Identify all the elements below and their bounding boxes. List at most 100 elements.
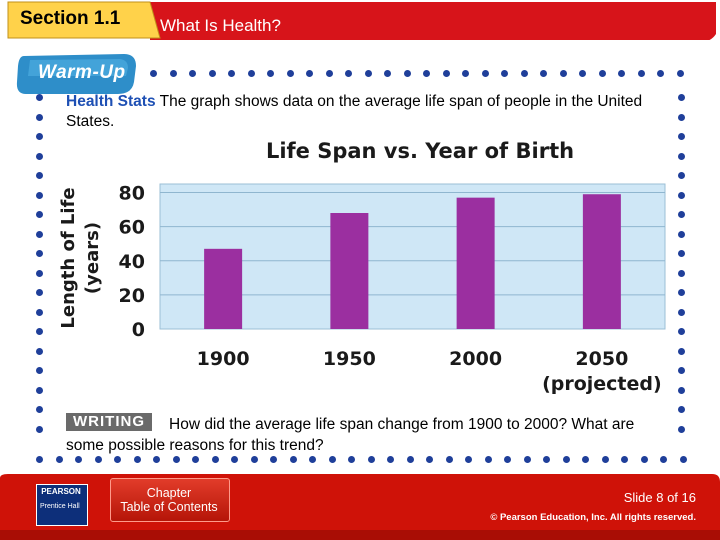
- frame-dot: [640, 456, 648, 463]
- frame-dot: [328, 456, 336, 463]
- y-tick-labels: 0 20 40 60 80: [119, 183, 145, 341]
- chapter-toc-label[interactable]: Chapter Table of Contents: [110, 486, 228, 514]
- frame-dot: [36, 406, 43, 413]
- frame-dot: [678, 211, 685, 218]
- y-axis-label-unit: (years): [82, 222, 103, 294]
- x-tick-label: 1900: [197, 348, 250, 370]
- y-tick-label: 80: [119, 183, 145, 205]
- frame-dot: [348, 456, 355, 463]
- frame-dot: [228, 70, 235, 77]
- frame-dot: [481, 70, 489, 77]
- frame-dot: [520, 70, 528, 77]
- frame-dot: [445, 456, 453, 463]
- frame-dot: [562, 456, 570, 463]
- frame-dot: [189, 70, 196, 77]
- frame-dot: [309, 456, 316, 463]
- frame-dot: [679, 456, 687, 463]
- frame-dot: [387, 456, 394, 463]
- frame-dot: [55, 456, 63, 463]
- frame-dot: [540, 70, 547, 77]
- frame-dot: [678, 308, 685, 316]
- frame-dot: [36, 250, 43, 257]
- warmup-badge: [16, 54, 137, 94]
- plot-area: [159, 183, 666, 330]
- frame-dot: [678, 191, 685, 199]
- frame-dot: [36, 133, 43, 140]
- frame-dot: [579, 70, 586, 77]
- frame-dot: [286, 70, 294, 77]
- frame-dot: [678, 269, 685, 277]
- frame-dot: [36, 172, 43, 179]
- x-tick-label: 1950: [323, 348, 376, 370]
- warmup-label: Warm-Up: [38, 62, 126, 83]
- frame-dot: [36, 347, 43, 355]
- frame-dot: [523, 456, 531, 463]
- frame-dot: [36, 456, 43, 463]
- x-tick-label: 2000: [449, 348, 502, 370]
- frame-dot: [367, 456, 375, 463]
- frame-dot: [172, 456, 180, 463]
- pearson-logo-imprint: Prentice Hall: [40, 503, 80, 510]
- frame-dot: [543, 456, 550, 463]
- frame-dot: [618, 70, 625, 77]
- frame-dot: [621, 456, 628, 463]
- bar: [330, 213, 369, 329]
- frame-dot: [426, 456, 433, 463]
- frame-dot: [504, 456, 511, 463]
- writing-badge: WRITING: [66, 413, 152, 431]
- frame-dot: [192, 456, 199, 463]
- frame-dot: [678, 152, 685, 160]
- frame-dot: [364, 70, 372, 77]
- frame-dot: [169, 70, 177, 77]
- frame-dot: [582, 456, 589, 463]
- warmup-prompt: Health Stats The graph shows data on the…: [66, 92, 656, 132]
- frame-dot: [36, 308, 43, 316]
- frame-dot: [36, 328, 43, 335]
- frame-dot: [678, 425, 685, 433]
- frame-dot: [403, 70, 411, 77]
- frame-dot: [637, 70, 645, 77]
- x-tick-note: (projected): [542, 373, 662, 395]
- frame-dot: [678, 230, 685, 238]
- frame-dot: [678, 250, 685, 257]
- chart-title: Life Span vs. Year of Birth: [266, 139, 574, 163]
- frame-dot: [406, 456, 414, 463]
- frame-dot: [601, 456, 609, 463]
- frame-dot: [676, 70, 684, 77]
- bar: [204, 248, 243, 329]
- frame-dot: [94, 456, 102, 463]
- frame-dot: [559, 70, 567, 77]
- page-title: What Is Health?: [160, 16, 281, 35]
- grid-lines: [160, 192, 665, 296]
- prompt-highlight: Health Stats: [66, 93, 156, 110]
- frame-dot: [657, 70, 664, 77]
- frame-dot: [150, 70, 157, 77]
- frame-dot: [501, 70, 508, 77]
- frame-dot: [345, 70, 352, 77]
- frame-dot: [36, 289, 43, 296]
- frame-dot: [678, 289, 685, 296]
- y-tick-label: 40: [119, 251, 145, 273]
- chapter-toc-button[interactable]: [110, 478, 230, 522]
- y-tick-label: 0: [132, 319, 145, 341]
- frame-dot: [267, 70, 274, 77]
- frame-dot: [442, 70, 450, 77]
- frame-dot: [306, 70, 313, 77]
- frame-dot: [75, 456, 82, 463]
- frame-dot: [660, 456, 667, 463]
- toc-label-line1[interactable]: Chapter: [146, 486, 192, 500]
- frame-dot: [247, 70, 255, 77]
- frame-dot: [678, 386, 685, 394]
- header-bar: [0, 0, 720, 40]
- slide-counter: Slide 8 of 16: [623, 490, 696, 505]
- frame-dot: [211, 456, 219, 463]
- frame-dot: [36, 269, 43, 277]
- frame-dot: [678, 172, 685, 179]
- section-label: Section 1.1: [20, 8, 121, 29]
- frame-dot: [289, 456, 297, 463]
- frame-dot: [231, 456, 238, 463]
- bar: [582, 194, 621, 329]
- toc-label-line2[interactable]: Table of Contents: [120, 500, 218, 514]
- frame-dot: [36, 94, 43, 101]
- frame-dot: [678, 94, 685, 101]
